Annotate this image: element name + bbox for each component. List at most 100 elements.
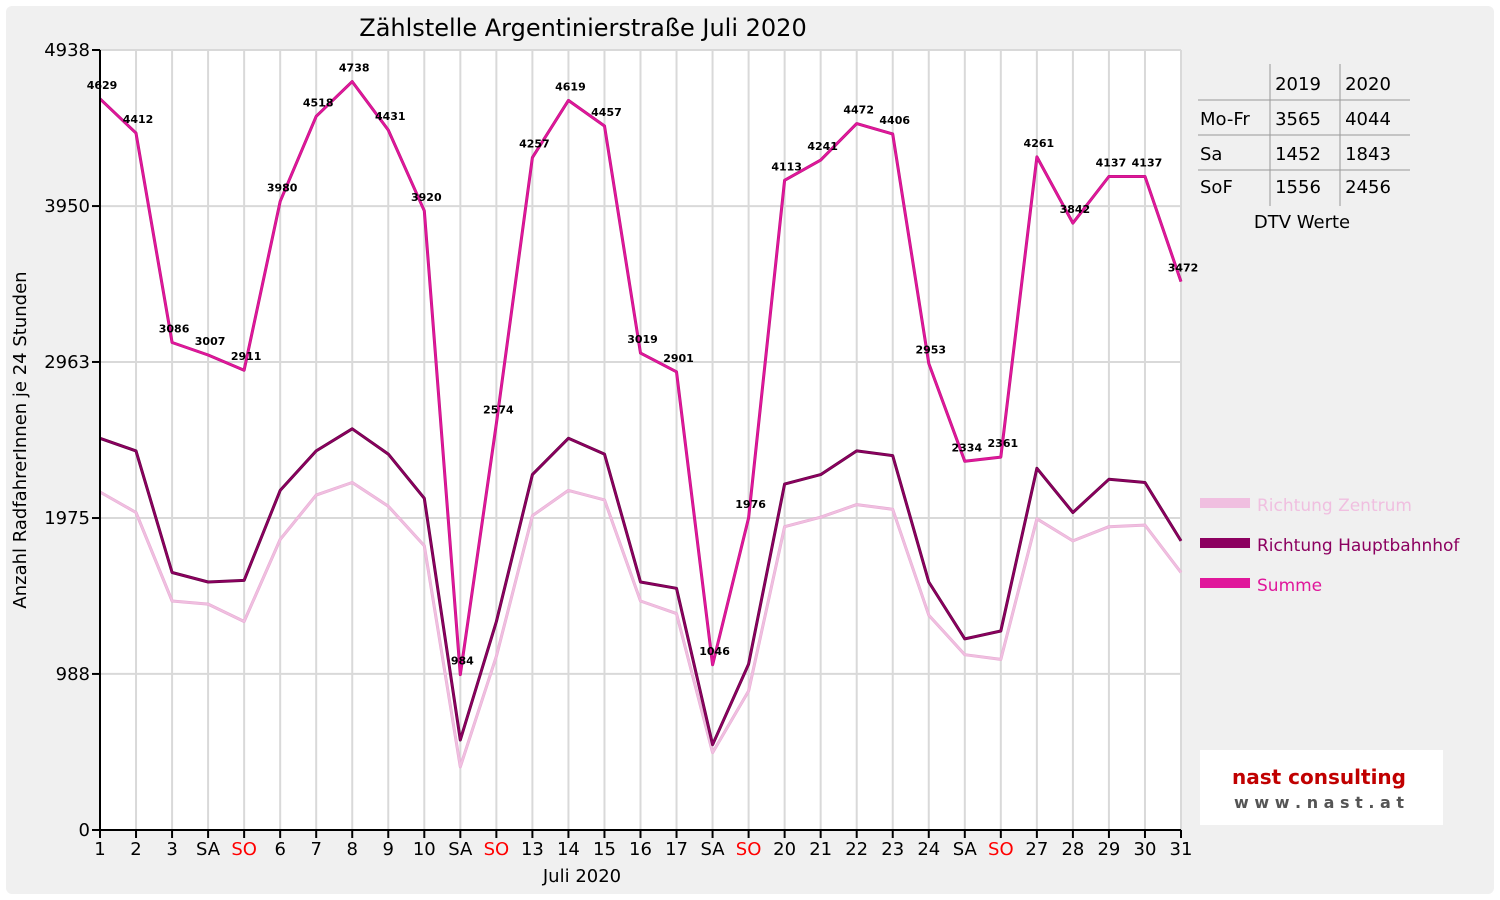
data-label: 2953	[915, 344, 946, 357]
data-label: 4406	[879, 114, 910, 127]
x-tick-label: 14	[557, 839, 580, 860]
data-label: 4619	[555, 80, 586, 93]
x-tick-label: SA	[196, 839, 221, 860]
x-tick-label: 23	[881, 839, 904, 860]
x-tick-label: 13	[521, 839, 544, 860]
data-label: 1976	[735, 498, 766, 511]
y-tick-label: 2963	[44, 352, 90, 373]
table-cell: 4044	[1345, 109, 1391, 130]
data-label: 4241	[807, 140, 838, 153]
data-labels: 4629 4412 3086 3007 2911 3980 4518 4738 4431 3920…	[87, 62, 1199, 668]
nast-logo: nast consulting w w w . n a s t . a t	[1200, 750, 1443, 825]
table-cell: 1843	[1345, 144, 1391, 165]
data-label: 2574	[483, 403, 514, 416]
x-tick-label: 10	[413, 839, 436, 860]
data-label: 2361	[988, 437, 1019, 450]
series-layer	[98, 80, 1183, 769]
data-label: 4412	[123, 113, 154, 126]
data-label: 4472	[843, 104, 874, 117]
table-cell: 3565	[1275, 109, 1321, 130]
x-axis-label: Juli 2020	[542, 866, 621, 887]
x-tick-label: SA	[448, 839, 473, 860]
series-line-zentrum	[99, 481, 1182, 768]
x-tick-label: SA	[953, 839, 978, 860]
x-tick-label: 17	[665, 839, 688, 860]
table-row-label: SoF	[1200, 177, 1233, 198]
data-label: 4457	[591, 106, 622, 119]
data-label: 2911	[231, 350, 262, 363]
dtv-table: 2019 2020 Mo-Fr 3565 4044 Sa 1452 1843 S…	[1198, 64, 1410, 233]
legend-swatch	[1200, 498, 1250, 508]
data-label: 4137	[1132, 157, 1163, 170]
x-tick-label: SA	[701, 839, 726, 860]
data-label: 4629	[87, 79, 118, 92]
data-label: 3007	[195, 335, 226, 348]
data-label: 3980	[267, 181, 298, 194]
x-tick-label: 7	[310, 839, 321, 860]
legend-label: Summe	[1257, 576, 1322, 596]
x-tick-label: 16	[629, 839, 652, 860]
data-label: 3019	[627, 333, 658, 346]
table-header-2020: 2020	[1345, 74, 1391, 95]
table-cell: 2456	[1345, 177, 1391, 198]
legend-label: Richtung Zentrum	[1257, 496, 1412, 516]
legend-swatch	[1200, 538, 1250, 548]
x-tick-label: 30	[1134, 839, 1157, 860]
table-header-2019: 2019	[1275, 74, 1321, 95]
x-tick-label: SO	[484, 839, 510, 860]
y-tick-label: 3950	[44, 196, 90, 217]
data-label: 3086	[159, 323, 190, 336]
x-tick-label: 24	[917, 839, 940, 860]
y-axis-label: Anzahl RadfahrerInnen je 24 Stunden	[10, 271, 31, 608]
data-label: 3920	[411, 191, 442, 204]
data-label: 3842	[1060, 203, 1091, 216]
series-line-summe	[99, 80, 1182, 676]
y-tick-label: 1975	[44, 508, 90, 529]
table-row-label: Sa	[1200, 144, 1222, 165]
x-tick-label: 1	[94, 839, 105, 860]
legend: Richtung Zentrum Richtung Hauptbahnhof Sum…	[1200, 496, 1460, 596]
data-label: 4257	[519, 138, 550, 151]
data-label: 4137	[1096, 157, 1127, 170]
table-caption: DTV Werte	[1254, 212, 1350, 233]
data-label: 4261	[1024, 137, 1055, 150]
x-tick-label: 8	[347, 839, 358, 860]
data-label: 2901	[663, 352, 694, 365]
x-tick-label: 31	[1170, 839, 1193, 860]
x-tick-label: SO	[988, 839, 1014, 860]
gridlines	[99, 49, 1182, 831]
logo-url: w w w . n a s t . a t	[1234, 793, 1404, 812]
data-label: 4431	[375, 110, 406, 123]
logo-name: nast consulting	[1232, 765, 1406, 789]
x-tick-label: 27	[1025, 839, 1048, 860]
x-tick-label: SO	[736, 839, 762, 860]
x-tick-label: 20	[773, 839, 796, 860]
x-tick-label: 29	[1097, 839, 1120, 860]
x-tick-label: 21	[809, 839, 832, 860]
data-label: 984	[451, 655, 474, 668]
x-tick-label: 28	[1061, 839, 1084, 860]
table-row-label: Mo-Fr	[1200, 109, 1250, 130]
data-label: 4113	[771, 160, 802, 173]
data-label: 4518	[303, 96, 334, 109]
table-cell: 1556	[1275, 177, 1321, 198]
x-tick-label: SO	[231, 839, 257, 860]
table-cell: 1452	[1275, 144, 1321, 165]
x-tick-label: 9	[383, 839, 394, 860]
legend-swatch	[1200, 578, 1250, 588]
data-label: 4738	[339, 62, 370, 75]
x-tick-label: 6	[274, 839, 285, 860]
y-tick-label: 0	[79, 820, 90, 841]
x-tick-label: 3	[166, 839, 177, 860]
x-tick-label: 2	[130, 839, 141, 860]
legend-label: Richtung Hauptbahnhof	[1257, 536, 1460, 556]
chart-title: Zählstelle Argentinierstraße Juli 2020	[359, 14, 806, 42]
x-tick-label: 22	[845, 839, 868, 860]
data-label: 1046	[699, 645, 730, 658]
x-tick-label: 15	[593, 839, 616, 860]
data-label: 3472	[1168, 262, 1199, 275]
data-label: 2334	[951, 441, 982, 454]
y-tick-label: 988	[56, 664, 90, 685]
